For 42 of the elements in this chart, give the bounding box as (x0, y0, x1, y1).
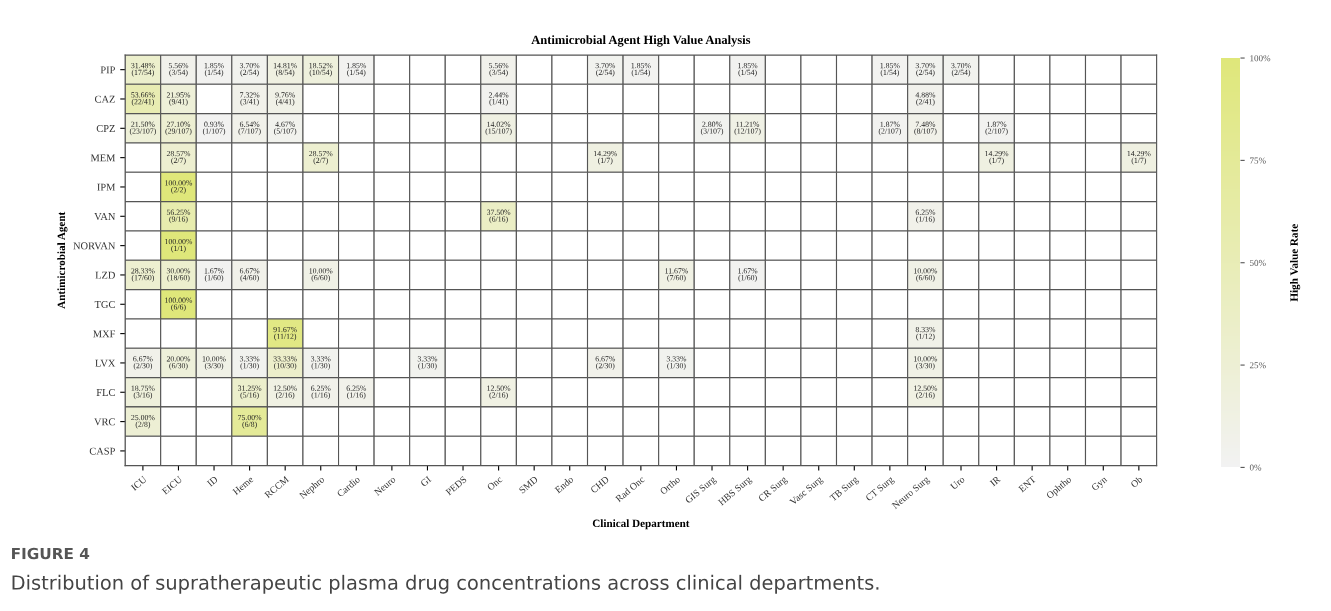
x-tick-label: Uro (949, 475, 966, 491)
color-bar-label: 25% (1249, 362, 1266, 369)
x-tick-label: Rad Onc (614, 475, 646, 503)
y-tick-label: LVX (95, 359, 116, 367)
x-tick-label: Gyn (1090, 475, 1109, 493)
x-tick-label: TB Surg (829, 475, 860, 504)
y-tick-label: LZD (95, 271, 115, 279)
y-tick-label: VRC (94, 418, 115, 426)
color-bar-label: 50% (1250, 259, 1266, 266)
y-tick-label: TGC (94, 300, 115, 308)
chart-title: Antimicrobial Agent High Value Analysis (531, 35, 751, 47)
y-tick-label: CASP (89, 447, 115, 455)
x-tick-label: ICU (130, 475, 148, 492)
x-tick-label: Ortho (659, 475, 681, 495)
x-tick-label: Endo (554, 475, 574, 494)
y-tick-label: CPZ (96, 125, 115, 133)
x-tick-label: Vasc Surg (789, 475, 825, 508)
x-tick-label: Onc (486, 475, 503, 491)
color-bar-title: High Value Rate (1290, 224, 1301, 302)
x-tick-label: IR (989, 475, 1001, 487)
x-tick-label: CT Surg (865, 475, 896, 503)
color-bar-label: 100% (1250, 55, 1271, 62)
y-tick-label: VAN (94, 213, 116, 221)
y-tick-label: CAZ (94, 95, 115, 103)
x-tick-label: GIS Surg (684, 475, 718, 506)
y-tick-label: FLC (96, 388, 115, 396)
x-tick-label: CHD (590, 475, 610, 494)
color-bar-label: 0% (1249, 464, 1262, 471)
y-tick-label: MEM (90, 154, 116, 162)
y-tick-label: MXF (93, 330, 116, 338)
x-axis-title: Clinical Department (592, 519, 690, 530)
x-tick-label: Ob (1130, 475, 1143, 488)
x-tick-label: CR Surg (757, 475, 789, 504)
x-tick-label: ID (206, 475, 219, 487)
text: Distribution of supratherapeutic plasma drug concentrations across clinical departments. (12, 574, 879, 594)
y-tick-label: PIP (100, 66, 115, 74)
x-tick-label: GI (420, 475, 432, 487)
y-tick-label: IPM (97, 183, 116, 191)
y-tick-label: NORVAN (73, 242, 116, 250)
y-axis-title: Antimicrobial Agent (57, 211, 68, 309)
caption: FIGURE 4 (12, 547, 90, 560)
color-bar-label: 75% (1250, 157, 1266, 164)
